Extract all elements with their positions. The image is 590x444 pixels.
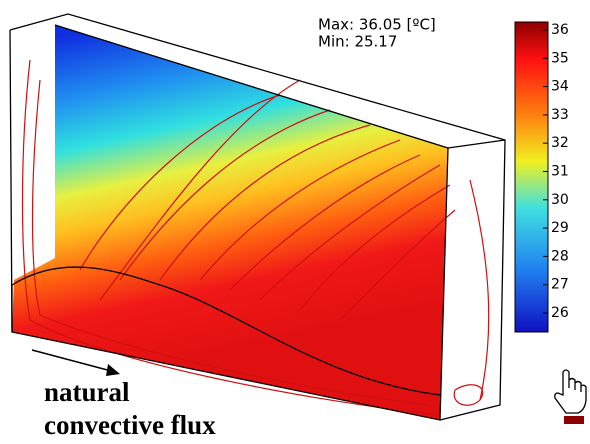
colorbar-tick-label: 31 (551, 164, 569, 180)
colorbar-tick-label: 27 (551, 277, 569, 293)
caption-line: natural (44, 377, 130, 407)
colorbar-tick-label: 26 (551, 305, 569, 321)
flow-arrow (31, 349, 120, 376)
box-outline (9, 13, 506, 421)
colorbar-gradient (514, 21, 549, 333)
colorbar-tick-label: 33 (551, 107, 569, 123)
colorbar: 26 27 28 29 30 31 32 33 34 35 36 (514, 21, 569, 333)
hand-cursor-icon[interactable] (554, 369, 587, 424)
temperature-field (12, 25, 448, 420)
colorbar-tick-label: 28 (551, 248, 569, 264)
colorbar-tick-label: 29 (551, 220, 569, 236)
model (9, 13, 506, 421)
colorbar-tick-label: 35 (551, 50, 569, 66)
min-label: Min: 25.17 (318, 33, 397, 51)
colorbar-tick-label: 32 (551, 135, 569, 151)
colorbar-tick-label: 34 (551, 79, 569, 95)
colorbar-tick-label: 36 (551, 22, 569, 38)
streamlines (21, 59, 490, 416)
max-label: Max: 36.05 [ºC] (318, 16, 436, 34)
colorbar-tick-label: 30 (551, 192, 569, 208)
caption-line: convective flux (44, 410, 216, 440)
